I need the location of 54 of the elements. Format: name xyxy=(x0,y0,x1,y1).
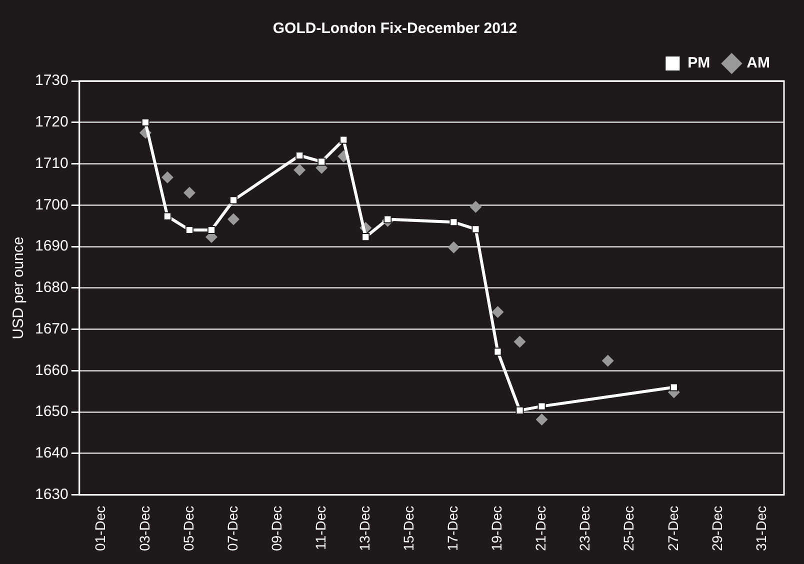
point xyxy=(494,348,502,356)
y-tick-label: 1700 xyxy=(34,196,68,214)
point xyxy=(161,171,174,184)
point xyxy=(450,218,458,226)
x-tick-label: 01-Dec xyxy=(92,506,108,552)
y-tick-label: 1690 xyxy=(34,238,68,255)
point xyxy=(207,226,216,234)
point xyxy=(229,196,238,204)
y-tick-label: 1650 xyxy=(34,403,68,420)
x-tick-label: 19-Dec xyxy=(488,506,505,552)
x-tick-label: 09-Dec xyxy=(268,506,284,552)
point xyxy=(472,225,480,234)
point xyxy=(163,212,172,220)
legend-label: AM xyxy=(746,54,770,72)
point xyxy=(492,306,504,318)
point xyxy=(141,118,150,126)
y-tick-label: 1720 xyxy=(34,114,68,131)
y-tick-label: 1730 xyxy=(34,72,68,90)
point xyxy=(228,213,240,226)
x-tick-label: 23-Dec xyxy=(576,506,593,552)
point xyxy=(514,336,526,348)
x-tick-label: 07-Dec xyxy=(224,506,240,552)
point xyxy=(538,402,546,410)
point xyxy=(448,241,460,254)
y-tick-label: 1670 xyxy=(34,320,68,338)
x-tick-label: 03-Dec xyxy=(136,506,152,552)
x-tick-label: 29-Dec xyxy=(708,506,725,552)
point xyxy=(670,383,678,392)
x-tick-label: 15-Dec xyxy=(400,506,417,552)
point xyxy=(516,406,524,414)
point xyxy=(362,232,370,242)
x-tick-label: 17-Dec xyxy=(444,506,461,552)
x-tick-label: 05-Dec xyxy=(180,506,196,552)
y-tick-label: 1640 xyxy=(34,444,68,462)
x-tick-label: 11-Dec xyxy=(312,506,328,550)
point xyxy=(294,164,306,176)
x-tick-label: 31-Dec xyxy=(752,506,769,552)
chart-title: GOLD-London Fix-December 2012 xyxy=(272,20,518,38)
x-tick-label: 27-Dec xyxy=(664,506,681,552)
x-tick-label: 13-Dec xyxy=(356,506,372,552)
x-tick-label: 21-Dec xyxy=(532,506,549,552)
point xyxy=(183,186,196,199)
y-tick-label: 1680 xyxy=(34,279,68,296)
point xyxy=(602,354,614,367)
point xyxy=(340,136,348,144)
y-tick-label: 1710 xyxy=(34,154,68,172)
legend-label: PM xyxy=(688,54,710,72)
y-tick-label: 1630 xyxy=(34,486,68,504)
y-tick-label: 1660 xyxy=(34,362,68,379)
point xyxy=(470,200,482,213)
y-axis-title: USD per ounce xyxy=(10,236,28,340)
point xyxy=(318,158,326,166)
point xyxy=(536,414,548,426)
x-tick-label: 25-Dec xyxy=(620,506,637,552)
